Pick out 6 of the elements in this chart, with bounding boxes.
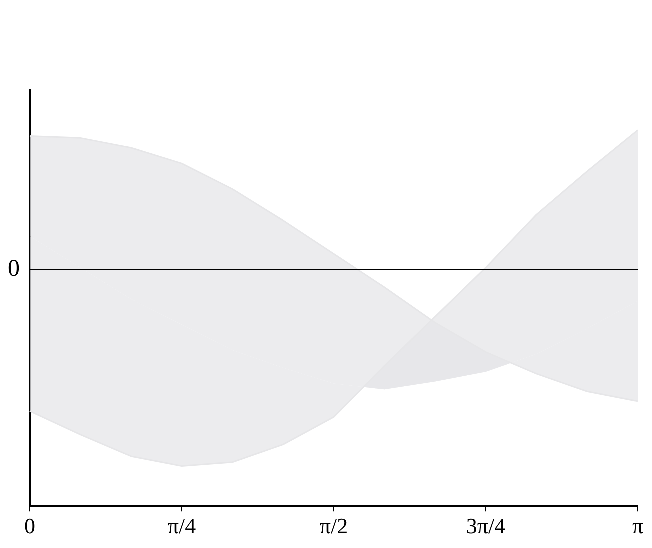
ref-line-label: 0: [8, 256, 20, 282]
x-tick-label: π/4: [168, 514, 196, 539]
x-tick-label: 3π/4: [466, 514, 506, 539]
x-tick-label: 0: [24, 514, 36, 539]
x-tick-label: π: [632, 514, 644, 539]
x-tick-label: π/2: [320, 514, 348, 539]
